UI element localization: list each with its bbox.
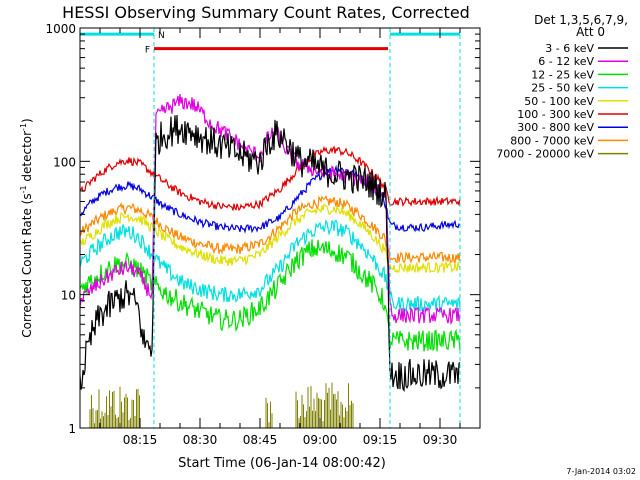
y-tick-label: 100 — [53, 155, 76, 169]
series-burst-8-1 — [265, 397, 273, 428]
legend-label-8: 7000 - 20000 keV — [496, 148, 594, 161]
legend-label-6: 300 - 800 keV — [517, 121, 594, 134]
legend-label-2: 12 - 25 keV — [531, 68, 594, 81]
legend-label-5: 100 - 300 keV — [517, 108, 594, 121]
y-axis-label-sup2: -1 — [19, 123, 28, 131]
x-tick-label: 08:15 — [123, 433, 158, 447]
y-axis-label: Corrected Count Rate (s-1 detector-1) — [19, 118, 34, 337]
legend-label-3: 25 - 50 keV — [531, 82, 594, 95]
legend-label-1: 6 - 12 keV — [538, 55, 594, 68]
x-axis-label: Start Time (06-Jan-14 08:00:42) — [178, 456, 386, 471]
x-tick-label: 08:30 — [183, 433, 218, 447]
legend-label-4: 50 - 100 keV — [524, 95, 594, 108]
y-tick-label: 1000 — [45, 22, 76, 36]
x-tick-label: 08:45 — [243, 433, 278, 447]
series-burst-8-0 — [89, 386, 140, 428]
series-line-7 — [80, 194, 461, 265]
legend-header-line1: Det 1,3,5,6,7,9, — [534, 13, 628, 27]
y-tick-label: 10 — [61, 289, 76, 303]
y-axis-label-sup1: -1 — [19, 185, 28, 193]
y-axis-label-main: Corrected Count Rate (s — [20, 193, 34, 337]
series-line-3 — [80, 219, 461, 315]
plot-area: FN — [80, 28, 461, 428]
x-tick-label: 09:15 — [363, 433, 398, 447]
x-tick-label: 09:30 — [423, 433, 458, 447]
series-line-6 — [80, 164, 461, 234]
y-tick-label: 1 — [68, 422, 76, 436]
y-axis-label-mid: detector — [20, 131, 34, 186]
timestamp: 7-Jan-2014 03:02 — [566, 467, 636, 476]
flag-label-N: N — [158, 31, 165, 41]
y-axis-label-end: ) — [20, 118, 34, 123]
legend-header-line2: Att 0 — [576, 25, 605, 39]
series-layer — [80, 94, 461, 428]
series-line-1 — [80, 94, 461, 326]
x-tick-label: 09:00 — [303, 433, 338, 447]
y-axis: 1 10 100 1000 — [45, 22, 480, 436]
series-line-4 — [80, 203, 461, 275]
x-axis: 08:15 08:30 08:45 09:00 09:15 09:30 — [99, 28, 461, 447]
chart-title: HESSI Observing Summary Count Rates, Cor… — [62, 3, 470, 22]
series-line-5 — [80, 145, 461, 212]
series-burst-8-2 — [295, 382, 354, 428]
legend-label-7: 800 - 7000 keV — [510, 134, 594, 147]
flag-label-F: F — [145, 46, 150, 56]
series-line-0 — [80, 114, 461, 393]
series-line-2 — [80, 239, 461, 352]
legend-label-0: 3 - 6 keV — [545, 42, 594, 55]
